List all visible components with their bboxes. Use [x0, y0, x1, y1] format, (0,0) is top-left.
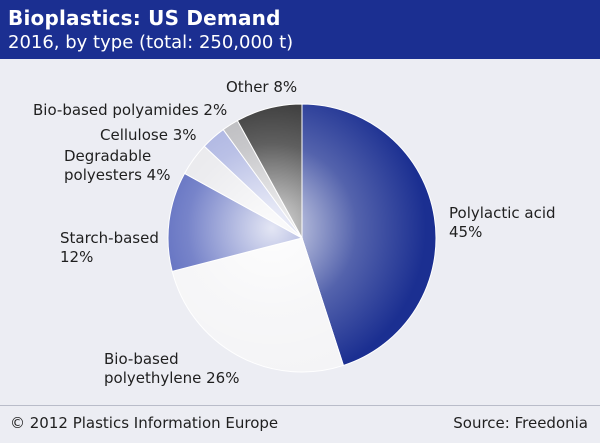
slice-label-line: polyethylene 26% [104, 369, 240, 387]
source-text: Source: Freedonia [453, 414, 588, 432]
chart-subtitle: 2016, by type (total: 250,000 t) [8, 32, 294, 53]
slice-label-line: 12% [60, 248, 94, 266]
slice-label-starch-based: Starch-based 12% [60, 229, 159, 267]
pie-slice-polylactic-acid [301, 103, 437, 367]
slice-label-line: Cellulose 3% [100, 126, 197, 144]
slice-label-line: Degradable [64, 147, 152, 165]
footer-divider [0, 405, 600, 406]
slice-label-line: 45% [449, 223, 483, 241]
pie-chart [167, 103, 437, 373]
slice-label-bio-based-polyamides: Bio-based polyamides 2% [33, 101, 227, 120]
slice-label-line: Polylactic acid [449, 204, 556, 222]
slice-label-line: Starch-based [60, 229, 159, 247]
slice-label-degradable-polyesters: Degradable polyesters 4% [64, 147, 170, 185]
chart-title: Bioplastics: US Demand [8, 6, 281, 30]
pie-slice-other [236, 103, 303, 239]
slice-label-polylactic-acid: Polylactic acid 45% [449, 204, 556, 242]
slice-label-line: Bio-based polyamides 2% [33, 101, 228, 119]
chart-header: Bioplastics: US Demand 2016, by type (to… [0, 0, 600, 59]
slice-label-bio-based-polyethylene: Bio-based polyethylene 26% [104, 350, 239, 388]
slice-label-line: polyesters 4% [64, 166, 171, 184]
pie-slice-bio-based-polyethylene [171, 237, 345, 373]
slice-label-line: Other 8% [226, 78, 298, 96]
slice-label-other: Other 8% [226, 78, 297, 97]
slice-label-line: Bio-based [104, 350, 179, 368]
slice-label-cellulose: Cellulose 3% [100, 126, 197, 145]
pie-slice-starch-based [167, 172, 304, 272]
plot-area: Polylactic acid 45% Bio-based polyethylene … [0, 59, 600, 406]
copyright-text: © 2012 Plastics Information Europe [10, 414, 279, 432]
